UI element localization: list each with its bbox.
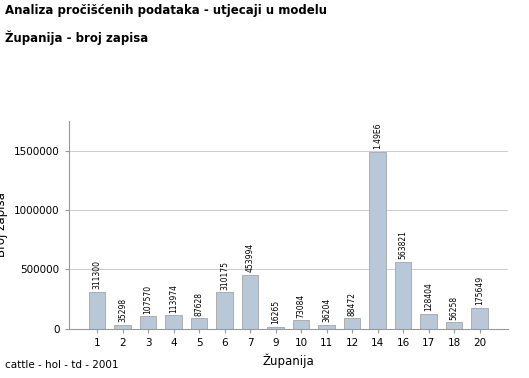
Bar [471, 308, 488, 329]
Bar [446, 322, 462, 329]
X-axis label: Županija: Županija [262, 353, 314, 368]
Text: 16265: 16265 [271, 300, 280, 324]
Bar [216, 292, 233, 329]
Bar [421, 314, 437, 329]
Bar [242, 275, 258, 329]
Text: 310175: 310175 [220, 260, 229, 290]
Text: cattle - hol - td - 2001: cattle - hol - td - 2001 [5, 361, 119, 370]
Text: 453994: 453994 [245, 243, 254, 273]
Text: 113974: 113974 [169, 284, 178, 313]
Text: 87628: 87628 [195, 292, 204, 316]
Bar [140, 316, 156, 329]
Text: 36204: 36204 [322, 298, 331, 322]
Text: 35298: 35298 [118, 298, 127, 322]
Bar [318, 325, 335, 329]
Text: Analiza pročišćenih podataka - utjecaji u modelu: Analiza pročišćenih podataka - utjecaji … [5, 4, 327, 17]
Bar [89, 292, 105, 329]
Y-axis label: Broj zapisa: Broj zapisa [0, 192, 8, 257]
Bar [369, 152, 386, 329]
Bar [293, 320, 309, 329]
Bar [114, 325, 131, 329]
Text: 73084: 73084 [297, 293, 306, 318]
Bar [165, 315, 182, 329]
Bar [267, 327, 284, 329]
Text: 107570: 107570 [143, 285, 152, 314]
Text: 88472: 88472 [348, 292, 357, 316]
Bar [395, 262, 412, 329]
Text: Županija - broj zapisa: Županija - broj zapisa [5, 30, 149, 45]
Text: 1.49E6: 1.49E6 [373, 123, 382, 149]
Text: 128404: 128404 [424, 282, 433, 311]
Text: 56258: 56258 [450, 296, 459, 320]
Text: 311300: 311300 [93, 260, 102, 290]
Text: 175649: 175649 [475, 276, 484, 305]
Text: 563821: 563821 [398, 231, 407, 259]
Bar [191, 318, 207, 329]
Bar [344, 318, 360, 329]
